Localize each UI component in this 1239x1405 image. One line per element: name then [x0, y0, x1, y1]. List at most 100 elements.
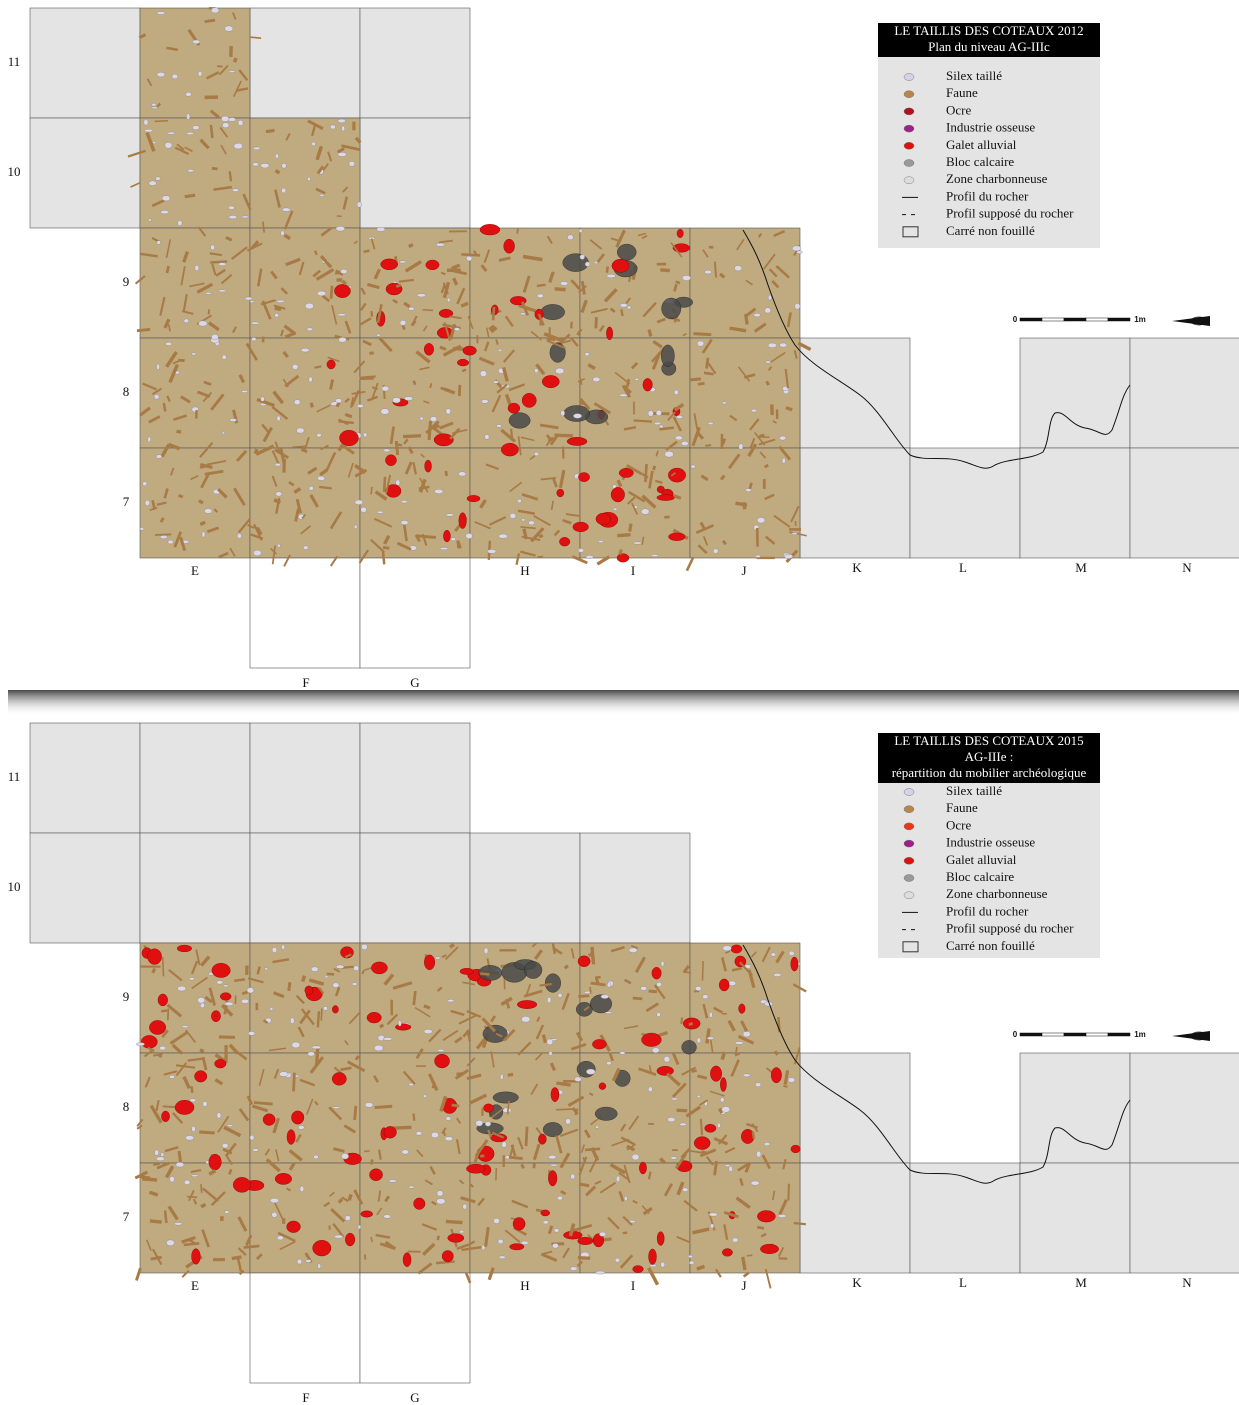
fauna-find: [371, 1159, 372, 1164]
pebble-find: [504, 239, 515, 253]
unexcavated-square: [360, 723, 470, 833]
flint-find: [157, 12, 165, 15]
flint-find: [651, 554, 658, 556]
pebble-find: [578, 473, 589, 482]
unexcavated-square: [910, 1163, 1020, 1273]
unexcavated-square: [470, 833, 580, 943]
pebble-find: [771, 1067, 781, 1082]
flint-find: [689, 1261, 694, 1265]
pebble-find: [287, 1221, 301, 1233]
flint-find: [435, 957, 440, 959]
flint-find: [308, 1052, 315, 1056]
legend-label: Silex taillé: [946, 783, 1002, 798]
excavated-square: [250, 448, 360, 558]
flint-find: [552, 1243, 558, 1248]
pebble-find: [147, 949, 161, 965]
flint-find: [199, 321, 208, 326]
pebble-find: [371, 962, 387, 974]
flint-find: [713, 549, 718, 554]
flint-find: [601, 995, 609, 999]
flint-find: [708, 422, 713, 424]
pebble-find: [426, 260, 439, 270]
fauna-find: [403, 436, 421, 437]
fauna-find: [199, 1132, 214, 1133]
fauna-find: [556, 1109, 573, 1110]
legend-icon: [904, 806, 914, 813]
fauna-find: [371, 487, 372, 495]
flint-find: [198, 71, 202, 76]
excavated-square: [690, 228, 800, 338]
fauna-find: [413, 1114, 414, 1121]
flint-find: [221, 116, 229, 122]
fauna-find: [234, 979, 245, 980]
flint-find: [192, 353, 196, 355]
fauna-find: [319, 487, 332, 489]
unexcavated-square: [1130, 448, 1239, 558]
limestone-block: [541, 304, 565, 319]
flint-find: [206, 292, 211, 294]
pebble-find: [557, 489, 564, 497]
fauna-find: [369, 353, 373, 354]
fauna-find: [201, 1184, 202, 1193]
flint-find: [290, 1018, 294, 1024]
fauna-find: [702, 961, 703, 981]
flint-find: [447, 298, 450, 302]
row-label: 11: [8, 769, 21, 784]
pebble-find: [508, 403, 520, 413]
flint-find: [281, 231, 284, 236]
flint-find: [237, 533, 241, 538]
pebble-find: [424, 955, 435, 970]
fauna-find: [234, 58, 236, 62]
flint-find: [140, 527, 144, 530]
flint-find: [170, 1176, 175, 1182]
column-label: N: [1182, 560, 1192, 575]
flint-find: [336, 226, 345, 231]
pebble-find: [677, 229, 683, 238]
fauna-find: [165, 1211, 166, 1223]
flint-find: [624, 1196, 627, 1200]
pebble-find: [559, 537, 569, 546]
flint-find: [396, 480, 400, 485]
flint-find: [358, 1225, 361, 1229]
fauna-find: [691, 379, 701, 380]
pebble-find: [460, 968, 474, 974]
unexcavated-square: [800, 338, 910, 448]
empty-square: [360, 1273, 470, 1383]
flint-find: [317, 476, 324, 480]
limestone-block: [682, 1040, 697, 1054]
fauna-find: [343, 281, 346, 284]
flint-find: [656, 982, 661, 986]
pebble-find: [345, 1233, 355, 1246]
flint-find: [357, 404, 364, 407]
flint-find: [797, 251, 803, 254]
flint-find: [709, 1213, 718, 1216]
flint-find: [650, 1264, 657, 1266]
flint-find: [294, 400, 300, 405]
fauna-find: [355, 1106, 356, 1120]
flint-find: [789, 951, 794, 956]
flint-find: [778, 1214, 786, 1217]
fauna-find: [446, 1221, 463, 1222]
legend-label: Ocre: [946, 817, 971, 832]
flint-find: [674, 390, 678, 395]
fauna-find: [191, 1086, 192, 1093]
fauna-find: [554, 435, 572, 436]
flint-find: [282, 188, 286, 193]
pebble-find: [517, 1000, 537, 1008]
flint-find: [485, 1122, 491, 1127]
unexcavated-square: [1130, 1163, 1239, 1273]
fauna-find: [212, 168, 218, 169]
flint-find: [211, 334, 218, 340]
flint-find: [276, 492, 282, 496]
pebble-find: [735, 956, 746, 967]
flint-find: [654, 422, 661, 425]
flint-find: [384, 1215, 391, 1219]
pebble-find: [617, 554, 629, 563]
flint-find: [376, 227, 385, 231]
flint-find: [695, 986, 701, 990]
flint-find: [607, 983, 611, 988]
flint-find: [652, 1048, 659, 1053]
scale-segment: [1020, 318, 1042, 321]
flint-find: [365, 1102, 373, 1107]
flint-find: [620, 304, 627, 308]
